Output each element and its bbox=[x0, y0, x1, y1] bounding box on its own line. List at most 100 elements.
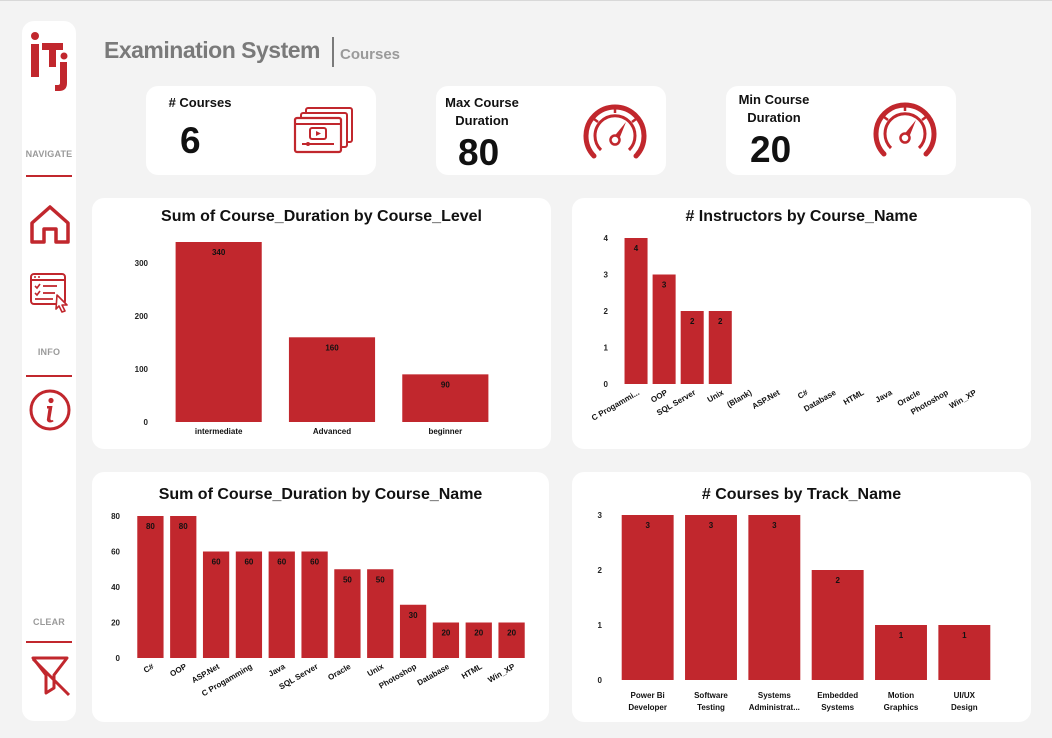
data-label: 60 bbox=[244, 558, 253, 567]
video-course-icon bbox=[293, 107, 353, 154]
x-tick-label: Power Bi Developer bbox=[628, 691, 667, 712]
x-tick-label: Advanced bbox=[313, 427, 351, 436]
bar[interactable] bbox=[432, 622, 460, 659]
chart-title: Sum of Course_Duration by Course_Level bbox=[161, 208, 482, 225]
data-label: 3 bbox=[709, 521, 714, 530]
bar[interactable] bbox=[465, 622, 492, 659]
x-tick-label: C# bbox=[796, 388, 810, 401]
info-icon[interactable] bbox=[27, 387, 73, 433]
chart-courses-by-track: 0 1 2 3 3 Power Bi Developer 3 Software Testing 3 S… bbox=[598, 511, 991, 712]
kpi-card-courses: # Courses 6 bbox=[146, 86, 376, 175]
kpi-label: Min Course Duration bbox=[738, 92, 810, 125]
bar[interactable] bbox=[367, 569, 394, 658]
data-label: 3 bbox=[772, 521, 777, 530]
bar[interactable] bbox=[288, 337, 376, 422]
bar[interactable] bbox=[202, 551, 230, 659]
speedometer-icon bbox=[873, 102, 937, 157]
data-label: 340 bbox=[212, 248, 226, 257]
bar[interactable] bbox=[875, 625, 927, 680]
data-label: 20 bbox=[507, 629, 516, 638]
chart-title: # Courses by Track_Name bbox=[701, 486, 902, 503]
page-subtitle: Courses bbox=[340, 46, 401, 63]
bar[interactable] bbox=[748, 515, 801, 680]
bar[interactable] bbox=[268, 551, 295, 659]
data-label: 50 bbox=[376, 575, 385, 584]
x-tick-label: Unix bbox=[366, 662, 386, 679]
sidebar: NAVIGATE INFO CLEAR bbox=[22, 21, 76, 721]
info-divider bbox=[26, 375, 72, 377]
home-icon[interactable] bbox=[27, 201, 73, 247]
y-tick-label: 100 bbox=[135, 365, 149, 374]
x-tick-label: Oracle bbox=[326, 662, 353, 683]
bar[interactable] bbox=[235, 551, 263, 659]
bar[interactable] bbox=[170, 516, 197, 658]
y-tick-label: 1 bbox=[598, 621, 603, 630]
bar[interactable] bbox=[624, 238, 648, 384]
x-tick-label: Systems Administrat... bbox=[749, 691, 800, 712]
x-tick-label: Java bbox=[874, 388, 894, 405]
data-label: 50 bbox=[343, 575, 352, 584]
data-label: 2 bbox=[690, 317, 695, 326]
data-label: 80 bbox=[179, 522, 188, 531]
bar[interactable] bbox=[402, 374, 489, 422]
clear-filter-icon[interactable] bbox=[27, 651, 73, 697]
y-tick-label: 0 bbox=[144, 418, 149, 427]
speedometer-icon bbox=[583, 104, 647, 159]
data-label: 4 bbox=[634, 244, 639, 253]
bar[interactable] bbox=[708, 311, 732, 384]
data-label: 80 bbox=[146, 522, 155, 531]
data-label: 20 bbox=[441, 629, 450, 638]
bar[interactable] bbox=[685, 515, 737, 680]
chart-card-duration-by-course: Sum of Course_Duration by Course_Name 0 2… bbox=[92, 472, 549, 722]
x-tick-label: Win_XP bbox=[948, 388, 979, 411]
y-tick-label: 2 bbox=[604, 307, 609, 316]
y-tick-label: 0 bbox=[116, 654, 121, 663]
data-label: 60 bbox=[310, 558, 319, 567]
page-title: Examination System bbox=[104, 37, 320, 63]
y-tick-label: 2 bbox=[598, 566, 603, 575]
bar[interactable] bbox=[399, 604, 427, 658]
chart-card-instructors-by-course: # Instructors by Course_Name 0 1 2 3 4 4 C Pro… bbox=[572, 198, 1031, 449]
x-tick-label: ASP.Net bbox=[750, 388, 781, 411]
bar[interactable] bbox=[621, 515, 674, 680]
bar[interactable] bbox=[137, 516, 164, 658]
bar[interactable] bbox=[498, 622, 525, 659]
bar[interactable] bbox=[938, 625, 991, 680]
info-label: INFO bbox=[37, 347, 61, 357]
kpi-card-max-duration: Max Course Duration 80 bbox=[436, 86, 666, 175]
data-label: 60 bbox=[277, 558, 286, 567]
bar[interactable] bbox=[680, 311, 704, 384]
bar[interactable] bbox=[175, 242, 262, 422]
x-tick-label: Unix bbox=[706, 388, 726, 405]
bar[interactable] bbox=[301, 551, 328, 659]
x-tick-label: Java bbox=[267, 662, 287, 679]
bar[interactable] bbox=[652, 274, 676, 385]
x-tick-label: (Blank) bbox=[725, 388, 753, 410]
bar[interactable] bbox=[334, 569, 361, 658]
data-label: 1 bbox=[899, 631, 904, 640]
y-tick-label: 0 bbox=[598, 676, 603, 685]
data-label: 3 bbox=[662, 281, 667, 290]
x-tick-label: Motion Graphics bbox=[884, 691, 919, 712]
data-label: 1 bbox=[962, 631, 967, 640]
data-label: 3 bbox=[645, 521, 650, 530]
y-tick-label: 300 bbox=[135, 259, 149, 268]
exam-checklist-icon[interactable] bbox=[27, 269, 73, 315]
x-tick-label: OOP bbox=[168, 662, 188, 679]
x-tick-label: C# bbox=[142, 662, 156, 675]
kpi-card-min-duration: Min Course Duration 20 bbox=[726, 86, 956, 175]
clear-divider bbox=[26, 641, 72, 643]
y-tick-label: 20 bbox=[111, 619, 120, 628]
x-tick-label: intermediate bbox=[195, 427, 243, 436]
data-label: 2 bbox=[835, 576, 840, 585]
iti-logo bbox=[31, 32, 68, 91]
x-tick-label: HTML bbox=[460, 662, 484, 681]
bar[interactable] bbox=[811, 570, 864, 680]
x-tick-label: Software Testing bbox=[694, 691, 728, 712]
y-tick-label: 4 bbox=[604, 234, 609, 243]
y-tick-label: 0 bbox=[604, 380, 609, 389]
x-tick-label: beginner bbox=[428, 427, 462, 436]
chart-card-duration-by-level: Sum of Course_Duration by Course_Level 0… bbox=[92, 198, 551, 449]
